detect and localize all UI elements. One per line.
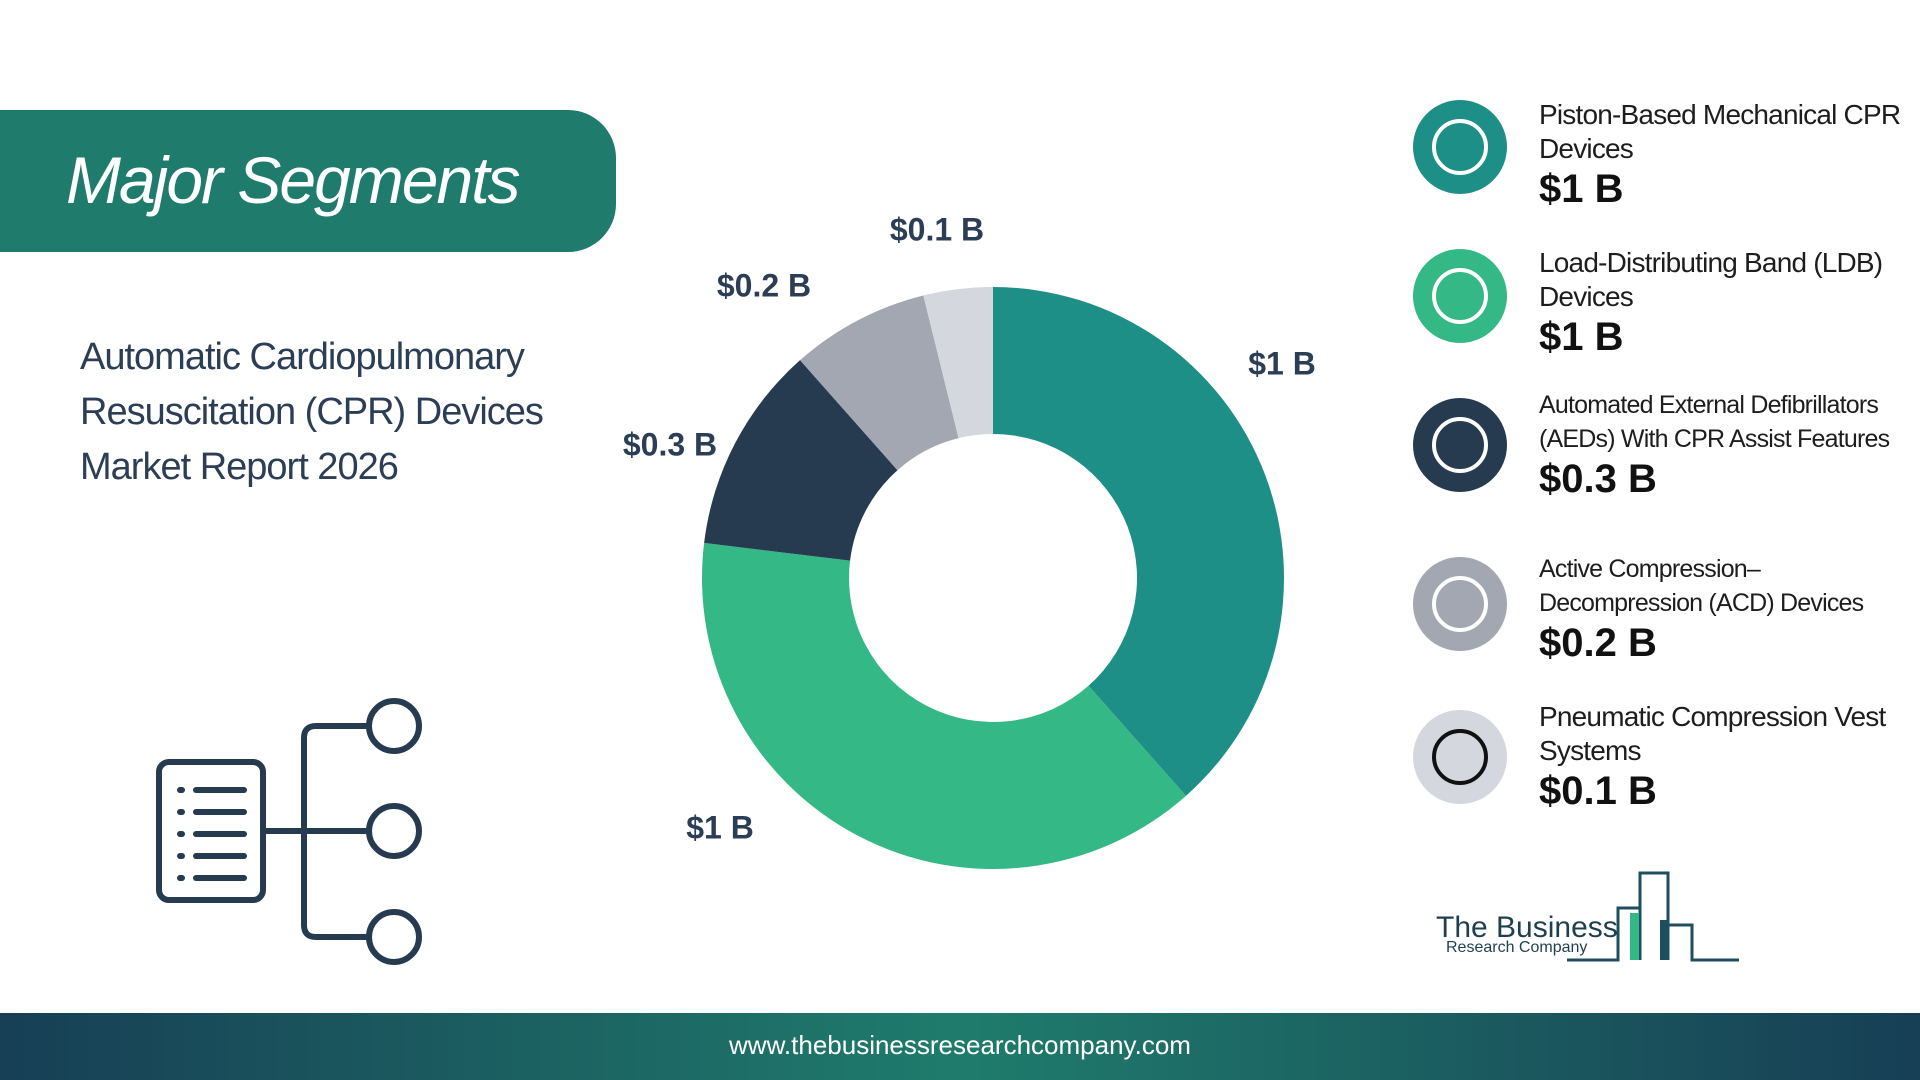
- report-title: Automatic Cardiopulmonary Resuscitation …: [80, 336, 544, 488]
- data-label: $1 B: [686, 809, 754, 845]
- legend-value: $0.2 B: [1539, 621, 1657, 665]
- logo-name: The Business: [1436, 911, 1618, 944]
- legend-icon-ring: [1432, 576, 1488, 632]
- legend-icon-ring: [1432, 119, 1488, 175]
- chart: The Business Research Company $1 B $1 B $0…: [156, 100, 1739, 965]
- legend-value: $1 B: [1539, 315, 1624, 359]
- page-title: Major Segments: [66, 143, 521, 217]
- donut-slice: [993, 287, 1284, 796]
- footer-url: www.thebusinessresearchcompany.com: [729, 1030, 1191, 1060]
- legend-entry: Piston-Based Mechanical CPR Devices $1 B: [1539, 98, 1919, 212]
- logo-subtitle: Research Company: [1446, 939, 1587, 956]
- data-label: $1 B: [1248, 345, 1316, 381]
- legend-icon-ring: [1432, 729, 1488, 785]
- segments-icon: [156, 698, 422, 965]
- legend-name: Piston-Based Mechanical CPR Devices: [1539, 99, 1901, 164]
- legend-name: Pneumatic Compression Vest Systems: [1539, 701, 1886, 766]
- legend-icon: [1413, 100, 1507, 194]
- legend-entry: Active Compression–Decompression (ACD) D…: [1539, 552, 1919, 666]
- legend-icon: [1413, 710, 1507, 804]
- legend-entry: Pneumatic Compression Vest Systems $0.1 B: [1539, 700, 1919, 814]
- legend-name: Active Compression–Decompression (ACD) D…: [1539, 555, 1864, 617]
- legend-value: $0.1 B: [1539, 769, 1657, 813]
- donut-slice: [701, 542, 1186, 869]
- data-label: $0.1 B: [890, 211, 984, 247]
- logo-graphic: [1567, 871, 1739, 962]
- legend-value: $1 B: [1539, 167, 1624, 211]
- legend-entry: Load-Distributing Band (LDB) Devices $1 B: [1539, 246, 1919, 360]
- title-banner: [0, 110, 616, 252]
- donut-slice: [923, 287, 993, 439]
- donut-slice: [704, 360, 898, 561]
- footer: [0, 1013, 1920, 1080]
- legend-value: $0.3 B: [1539, 457, 1657, 501]
- donut-slice: [800, 295, 959, 471]
- legend-icon: [1413, 249, 1507, 343]
- legend-name: Automated External Defibrillators (AEDs)…: [1539, 391, 1890, 453]
- data-label: $0.2 B: [717, 267, 811, 303]
- legend-icon: [1413, 398, 1507, 492]
- legend-entry: Automated External Defibrillators (AEDs)…: [1539, 388, 1919, 502]
- legend-icon: [1413, 557, 1507, 651]
- legend-name: Load-Distributing Band (LDB) Devices: [1539, 247, 1883, 312]
- data-label: $0.3 B: [623, 426, 717, 462]
- legend-icon-ring: [1432, 268, 1488, 324]
- legend-icon-ring: [1432, 417, 1488, 473]
